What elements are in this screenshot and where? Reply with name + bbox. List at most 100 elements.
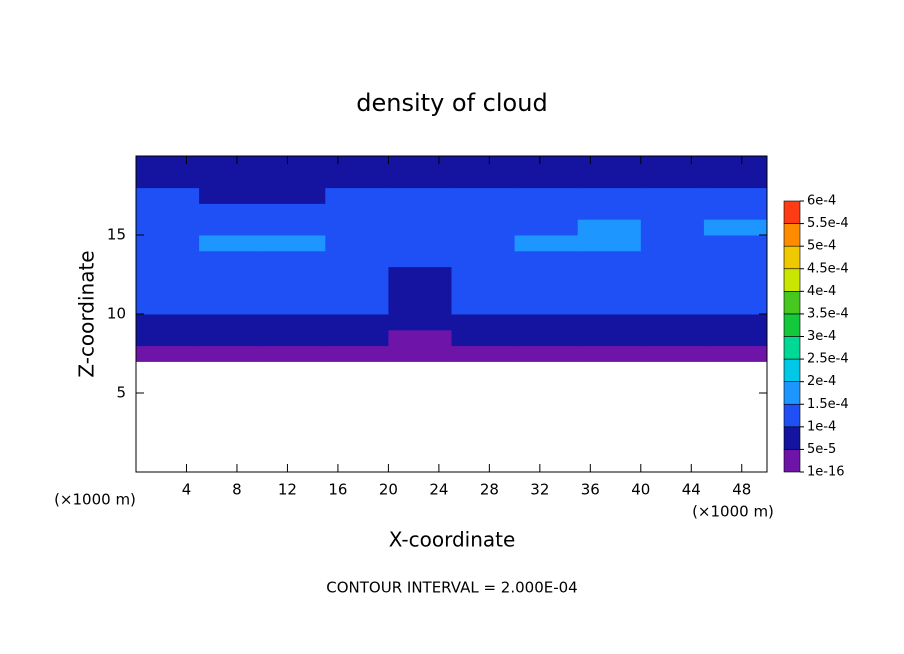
contour-cell — [577, 203, 642, 220]
contour-cell — [262, 266, 326, 283]
colorbar-label: 4e-4 — [807, 284, 836, 299]
contour-cell — [199, 314, 263, 331]
contour-cell — [388, 250, 452, 268]
x-tick-label: 16 — [328, 481, 347, 499]
contour-cell — [262, 187, 326, 204]
x-tick-label: 28 — [480, 481, 499, 499]
contour-cell — [199, 345, 263, 362]
contour-cell — [325, 156, 389, 173]
contour-cell — [325, 250, 389, 268]
colorbar-swatch — [783, 223, 801, 247]
contour-cell — [199, 329, 263, 347]
colorbar-swatch — [783, 336, 801, 360]
contour-cell — [703, 187, 768, 204]
field — [136, 156, 768, 362]
contour-cell — [136, 282, 200, 299]
contour-cell — [388, 219, 452, 236]
contour-cell — [262, 171, 326, 189]
contour-cell — [451, 329, 516, 347]
contour-cell — [136, 250, 200, 268]
contour-cell — [514, 219, 579, 236]
x-unit: (×1000 m) — [692, 503, 774, 521]
x-axis-label: X-coordinate — [389, 528, 516, 552]
colorbar-label: 1.5e-4 — [807, 397, 849, 412]
contour-cell — [262, 345, 326, 362]
x-tick-label: 40 — [631, 481, 650, 499]
contour-cell — [703, 329, 768, 347]
contour-cell — [325, 219, 389, 236]
contour-cell — [577, 345, 642, 362]
y-unit: (×1000 m) — [54, 491, 136, 509]
contour-cell — [199, 219, 263, 236]
contour-cell — [136, 314, 200, 331]
colorbar-label: 3.5e-4 — [807, 306, 849, 321]
contour-cell — [703, 345, 768, 362]
contour-cell — [199, 203, 263, 220]
contour-cell — [640, 235, 705, 252]
contour-cell — [262, 250, 326, 268]
contour-cell — [640, 345, 705, 362]
contour-cell — [388, 282, 452, 299]
contour-cell — [640, 187, 705, 204]
contour-cell — [577, 156, 642, 173]
colorbar-swatch — [783, 381, 801, 405]
colorbar-label: 5.5e-4 — [807, 216, 849, 231]
contour-cell — [514, 187, 579, 204]
colorbar-label: 6e-4 — [807, 194, 836, 209]
contour-cell — [451, 282, 516, 299]
contour-cell — [325, 314, 389, 331]
y-tick-label: 15 — [107, 226, 126, 244]
contour-cell — [388, 235, 452, 252]
contour-cell — [451, 266, 516, 283]
contour-cell — [136, 156, 200, 173]
contour-cell — [388, 156, 452, 173]
contour-cell — [451, 314, 516, 331]
contour-cell — [577, 314, 642, 331]
contour-cell — [325, 203, 389, 220]
contour-cell — [136, 187, 200, 204]
contour-cell — [199, 250, 263, 268]
colorbar-swatch — [783, 245, 801, 270]
colorbar-swatch — [783, 268, 801, 292]
colorbar-swatch — [783, 403, 801, 428]
contour-cell — [451, 250, 516, 268]
contour-cell — [640, 156, 705, 173]
contour-cell — [703, 156, 768, 173]
x-tick-label: 44 — [682, 481, 701, 499]
contour-cell — [451, 219, 516, 236]
contour-cell — [514, 156, 579, 173]
contour-cell — [262, 329, 326, 347]
contour-cell — [514, 250, 579, 268]
contour-cell — [199, 282, 263, 299]
colorbar-label: 4.5e-4 — [807, 261, 849, 276]
x-tick-label: 4 — [182, 481, 192, 499]
y-axis-label: Z-coordinate — [75, 250, 99, 377]
contour-cell — [577, 266, 642, 283]
contour-cell — [577, 235, 642, 252]
x-tick-label: 32 — [530, 481, 549, 499]
contour-cell — [640, 219, 705, 236]
contour-cell — [703, 171, 768, 189]
contour-cell — [262, 219, 326, 236]
colorbar-label: 1e-16 — [807, 465, 845, 480]
contour-cell — [451, 156, 516, 173]
contour-cell — [640, 282, 705, 299]
contour-cell — [325, 187, 389, 204]
contour-cell — [514, 235, 579, 252]
contour-cell — [703, 219, 768, 236]
contour-cell — [136, 171, 200, 189]
y-tick-label: 5 — [116, 384, 126, 402]
colorbar-swatch — [783, 449, 801, 473]
contour-cell — [451, 235, 516, 252]
contour-cell — [199, 171, 263, 189]
contour-cell — [136, 203, 200, 220]
contour-cell — [514, 345, 579, 362]
y-tick-label: 10 — [107, 305, 126, 323]
contour-cell — [199, 298, 263, 315]
contour-cell — [577, 171, 642, 189]
contour-cell — [388, 345, 452, 362]
contour-cell — [325, 298, 389, 315]
x-tick-label: 8 — [232, 481, 242, 499]
contour-cell — [451, 345, 516, 362]
